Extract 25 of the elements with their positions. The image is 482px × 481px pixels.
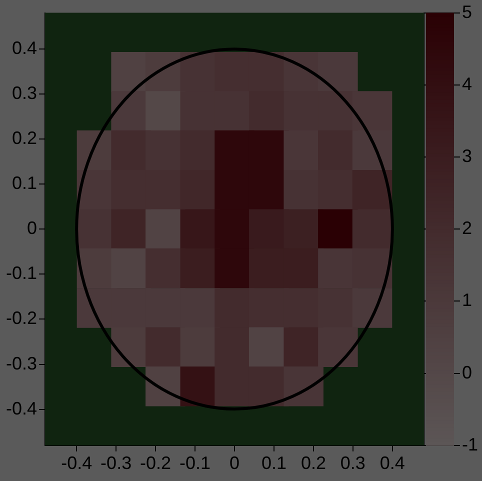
color-bar-label: 1 [462, 290, 472, 310]
y-tick-label: -0.1 [6, 263, 38, 284]
x-tick-label: 0.4 [380, 453, 405, 474]
x-tick-label: 0.1 [261, 453, 286, 474]
y-tick-label: -0.4 [6, 398, 38, 418]
color-bar-label: 3 [462, 146, 472, 166]
y-tick-label: 0.4 [12, 38, 38, 58]
y-tick-label: 0.2 [12, 128, 38, 148]
y-tick-label: 0 [27, 218, 38, 238]
color-bar-label: -1 [462, 434, 478, 454]
color-bar-label: 0 [462, 362, 472, 382]
x-tick-label: 0 [230, 453, 240, 474]
y-tick-label: -0.2 [6, 308, 38, 328]
color-bar-label: 4 [462, 74, 472, 94]
y-tick-label: 0.1 [12, 173, 38, 194]
x-tick-label: 0.2 [300, 453, 326, 474]
x-tick-label: 0.3 [340, 453, 366, 474]
x-tick-label: -0.1 [180, 453, 211, 474]
x-tick-label: -0.3 [100, 453, 132, 474]
y-tick-label: -0.3 [6, 353, 38, 374]
y-tick-label: 0.3 [12, 82, 38, 103]
color-bar-label: 5 [462, 2, 472, 22]
x-tick-label: -0.2 [140, 453, 172, 474]
color-bar-label: 2 [462, 218, 472, 238]
x-tick-label: -0.4 [61, 453, 92, 474]
